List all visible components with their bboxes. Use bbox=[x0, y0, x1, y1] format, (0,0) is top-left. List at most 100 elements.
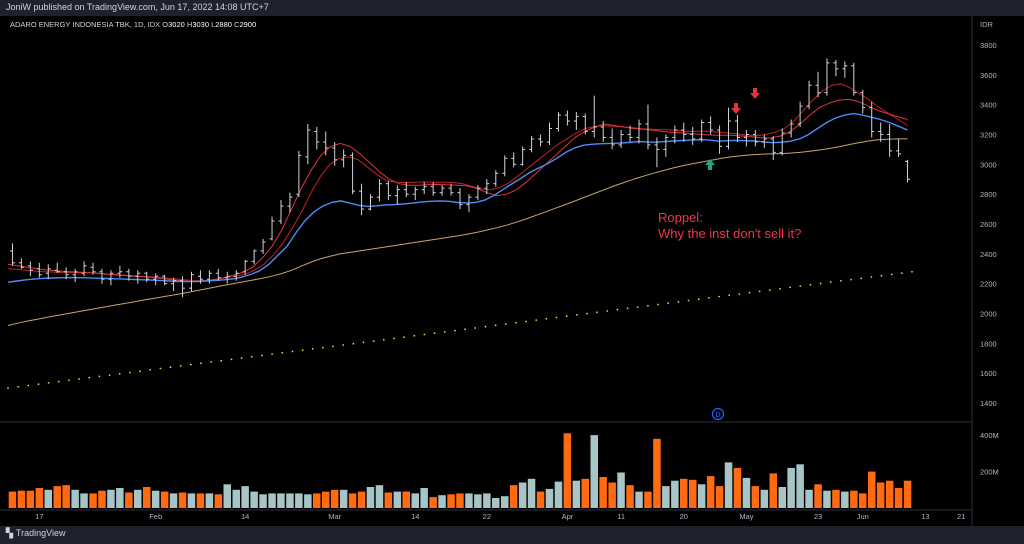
ohlc-bar bbox=[636, 119, 642, 144]
volume-tick-label: 400M bbox=[980, 431, 999, 440]
volume-bar bbox=[71, 489, 79, 508]
volume-bar bbox=[304, 494, 312, 508]
volume-bar bbox=[483, 493, 491, 508]
volume-bar bbox=[393, 491, 402, 508]
ohlc-bar bbox=[699, 119, 705, 142]
ohlc-bar bbox=[45, 264, 51, 280]
volume-bar bbox=[715, 486, 724, 508]
ohlc-bar bbox=[162, 274, 168, 286]
volume-bar bbox=[107, 489, 115, 508]
volume-bar bbox=[438, 495, 446, 508]
ohlc-bar bbox=[9, 243, 15, 266]
ohlc-bar bbox=[439, 185, 445, 196]
volume-bar bbox=[518, 482, 527, 508]
ma-dotted-point bbox=[636, 306, 639, 308]
ma-dotted-point bbox=[322, 346, 324, 349]
volume-bar bbox=[805, 489, 813, 508]
volume-bar bbox=[420, 488, 428, 508]
ma-dotted-point bbox=[626, 307, 629, 310]
chart-background bbox=[0, 16, 1024, 526]
ohlc-label: O bbox=[162, 20, 168, 29]
tradingview-logo[interactable]: ▚ TradingView bbox=[6, 528, 65, 539]
ohlc-bar bbox=[430, 182, 436, 196]
ma-dotted-point bbox=[261, 354, 263, 357]
tradingview-brand: TradingView bbox=[15, 528, 66, 538]
ohlc-bar bbox=[287, 192, 293, 213]
volume-bar bbox=[456, 493, 464, 508]
ohlc-bar bbox=[511, 152, 517, 168]
ohlc-bar bbox=[36, 262, 42, 278]
ohlc-bar bbox=[421, 182, 427, 195]
ma-dotted-point bbox=[352, 342, 355, 345]
ma-dotted-point bbox=[37, 383, 40, 386]
ohlc-bar bbox=[341, 149, 347, 168]
ma-dotted-point bbox=[697, 298, 700, 301]
price-tick-label: 1600 bbox=[980, 369, 997, 378]
ma-dotted-point bbox=[423, 333, 426, 336]
ohlc-bar bbox=[27, 261, 33, 277]
volume-bar bbox=[751, 486, 760, 508]
volume-bar bbox=[348, 493, 357, 508]
event-badge-label: D bbox=[715, 412, 720, 419]
ohlc-bar bbox=[896, 138, 902, 157]
ohlc-bar bbox=[385, 180, 391, 201]
ma-red-dark-line bbox=[7, 83, 908, 282]
price-chart[interactable]: ADARO ENERGY INDONESIA TBK, 1D, IDX O302… bbox=[0, 16, 1024, 526]
ohlc-bar bbox=[466, 194, 472, 213]
ma-dotted-point bbox=[667, 302, 670, 304]
ma-dotted-point bbox=[860, 277, 863, 280]
ma-dotted-point bbox=[768, 289, 771, 291]
ohlc-bar bbox=[851, 62, 857, 96]
volume-bar bbox=[545, 488, 554, 508]
volume-bar bbox=[53, 486, 61, 508]
volume-bar bbox=[322, 491, 330, 508]
arrow-down-icon bbox=[731, 103, 741, 114]
ohlc-bar bbox=[54, 262, 60, 274]
ohlc-bar bbox=[627, 125, 633, 142]
volume-bar bbox=[125, 492, 133, 508]
volume-bar bbox=[536, 491, 545, 508]
ohlc-bar bbox=[860, 89, 866, 114]
volume-bar bbox=[868, 471, 876, 508]
ma-orange-line bbox=[7, 138, 908, 326]
ma-dotted-point bbox=[342, 344, 345, 346]
volume-bar bbox=[501, 496, 509, 508]
currency-label: IDR bbox=[980, 20, 994, 29]
ohlc-bar bbox=[887, 124, 893, 157]
volume-bar bbox=[653, 438, 661, 508]
ohlc-bar bbox=[376, 179, 382, 202]
ma-dotted-point bbox=[474, 327, 477, 329]
ohlc-label: H bbox=[187, 20, 192, 29]
ma-dotted-point bbox=[545, 317, 548, 320]
volume-bar bbox=[62, 485, 70, 508]
ma-dotted-point bbox=[504, 323, 507, 325]
ohlc-bar bbox=[878, 122, 884, 142]
ma-dotted-point bbox=[149, 368, 152, 371]
ma-dotted-point bbox=[454, 329, 456, 332]
ohlc-bar bbox=[18, 258, 24, 269]
ma-dotted-point bbox=[779, 287, 781, 290]
ohlc-bar bbox=[538, 134, 544, 147]
ma-dotted-point bbox=[250, 355, 253, 358]
ma-dotted-point bbox=[799, 285, 802, 287]
volume-bar bbox=[259, 494, 267, 508]
ma-dotted-point bbox=[555, 316, 558, 319]
volume-bar bbox=[178, 492, 187, 508]
ohlc-bar bbox=[144, 271, 150, 283]
volume-bar bbox=[796, 464, 804, 508]
volume-bar bbox=[590, 435, 598, 508]
volume-bar bbox=[411, 493, 419, 508]
time-tick-label: Apr bbox=[562, 512, 574, 521]
volume-bar bbox=[787, 467, 795, 508]
ma-dotted-point bbox=[809, 283, 812, 286]
event-badge-icon bbox=[711, 407, 725, 421]
ma-dotted-point bbox=[17, 385, 20, 388]
volume-bar bbox=[241, 486, 249, 508]
ohlc-bar bbox=[90, 262, 96, 275]
ohlc-bar bbox=[296, 150, 302, 198]
volume-bar bbox=[742, 477, 751, 508]
volume-bar bbox=[375, 485, 384, 508]
ma-dotted-point bbox=[7, 387, 9, 390]
price-tick-label: 2000 bbox=[980, 310, 997, 319]
ohlc-bar bbox=[233, 270, 239, 281]
